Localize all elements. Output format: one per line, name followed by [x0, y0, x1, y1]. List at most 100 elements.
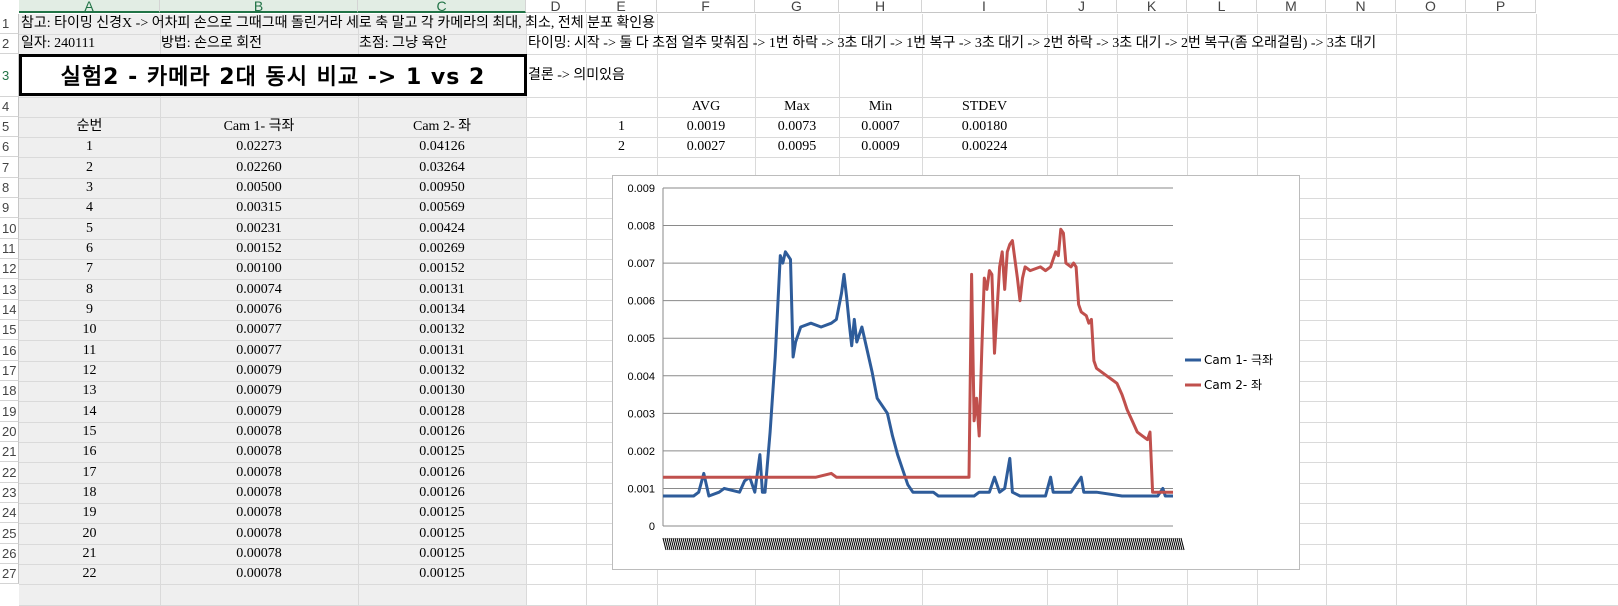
- stats-cell-r2-c1[interactable]: 0.0027: [686, 139, 726, 154]
- method-cell[interactable]: 방법: 손으로 회전: [161, 36, 263, 51]
- table-cell-r9-c1[interactable]: 0.00076: [236, 302, 282, 317]
- row-header-8[interactable]: 8: [0, 178, 19, 198]
- table-cell-r6-c2[interactable]: 0.00269: [419, 241, 465, 256]
- table-cell-r19-c1[interactable]: 0.00078: [236, 505, 282, 520]
- row-header-20[interactable]: 20: [0, 422, 19, 442]
- table-cell-r6-c1[interactable]: 0.00152: [236, 241, 282, 256]
- row-header-22[interactable]: 22: [0, 462, 19, 483]
- table-cell-r19-c2[interactable]: 0.00125: [419, 505, 465, 520]
- row-header-21[interactable]: 21: [0, 442, 19, 462]
- table-cell-r6-c0[interactable]: 6: [86, 241, 93, 256]
- row-header-19[interactable]: 19: [0, 401, 19, 422]
- stats-cell-r2-c2[interactable]: 0.0095: [777, 139, 817, 154]
- table-cell-r22-c0[interactable]: 22: [82, 566, 97, 581]
- table-cell-r21-c0[interactable]: 21: [82, 546, 97, 561]
- column-header-D[interactable]: D: [526, 0, 586, 13]
- row-header-11[interactable]: 11: [0, 239, 19, 259]
- stats-cell-r2-c4[interactable]: 0.00224: [961, 139, 1008, 154]
- table-header-2[interactable]: Cam 2- 좌: [413, 119, 471, 134]
- column-header-C[interactable]: C: [358, 0, 526, 13]
- row-header-6[interactable]: 6: [0, 137, 19, 157]
- table-cell-r15-c2[interactable]: 0.00126: [419, 424, 465, 439]
- table-cell-r17-c2[interactable]: 0.00126: [419, 465, 465, 480]
- table-cell-r8-c2[interactable]: 0.00131: [419, 282, 465, 297]
- row-header-24[interactable]: 24: [0, 503, 19, 523]
- stats-cell-r1-c2[interactable]: 0.0073: [777, 119, 817, 134]
- table-cell-r10-c1[interactable]: 0.00077: [236, 322, 282, 337]
- table-cell-r2-c0[interactable]: 2: [86, 160, 93, 175]
- column-header-P[interactable]: P: [1466, 0, 1536, 13]
- table-cell-r1-c2[interactable]: 0.04126: [419, 139, 465, 154]
- column-header-N[interactable]: N: [1326, 0, 1396, 13]
- row-header-14[interactable]: 14: [0, 300, 19, 320]
- table-cell-r19-c0[interactable]: 19: [82, 505, 97, 520]
- stats-header-min[interactable]: Min: [868, 99, 893, 114]
- row-header-27[interactable]: 27: [0, 564, 19, 584]
- column-header-J[interactable]: J: [1047, 0, 1117, 13]
- stats-cell-r1-c4[interactable]: 0.00180: [961, 119, 1008, 134]
- column-header-E[interactable]: E: [586, 0, 657, 13]
- row-header-3[interactable]: 3: [0, 54, 19, 97]
- table-cell-r12-c2[interactable]: 0.00132: [419, 363, 465, 378]
- row-header-10[interactable]: 10: [0, 218, 19, 239]
- table-cell-r8-c1[interactable]: 0.00074: [236, 282, 282, 297]
- row-header-5[interactable]: 5: [0, 117, 19, 137]
- table-cell-r14-c2[interactable]: 0.00128: [419, 404, 465, 419]
- table-cell-r3-c2[interactable]: 0.00950: [419, 180, 465, 195]
- table-cell-r20-c1[interactable]: 0.00078: [236, 526, 282, 541]
- table-cell-r20-c0[interactable]: 20: [82, 526, 97, 541]
- row-header-23[interactable]: 23: [0, 483, 19, 503]
- row-header-7[interactable]: 7: [0, 157, 19, 178]
- table-cell-r14-c0[interactable]: 14: [82, 404, 97, 419]
- column-header-F[interactable]: F: [657, 0, 755, 13]
- column-header-G[interactable]: G: [755, 0, 839, 13]
- row-header-12[interactable]: 12: [0, 259, 19, 279]
- column-header-I[interactable]: I: [922, 0, 1047, 13]
- table-cell-r3-c0[interactable]: 3: [86, 180, 93, 195]
- row-header-15[interactable]: 15: [0, 320, 19, 340]
- table-cell-r13-c0[interactable]: 13: [82, 383, 97, 398]
- table-cell-r7-c0[interactable]: 7: [86, 261, 93, 276]
- table-header-1[interactable]: Cam 1- 극좌: [223, 119, 295, 134]
- row-header-26[interactable]: 26: [0, 544, 19, 564]
- table-cell-r15-c1[interactable]: 0.00078: [236, 424, 282, 439]
- timing-cell[interactable]: 타이밍: 시작 -> 둘 다 초점 얼추 맞춰짐 -> 1번 하락 -> 3초 …: [528, 36, 1377, 51]
- column-header-M[interactable]: M: [1257, 0, 1326, 13]
- row-header-4[interactable]: 4: [0, 97, 19, 117]
- table-cell-r16-c2[interactable]: 0.00125: [419, 444, 465, 459]
- table-cell-r18-c1[interactable]: 0.00078: [236, 485, 282, 500]
- conclusion-cell[interactable]: 결론 -> 의미있음: [528, 68, 625, 83]
- table-cell-r7-c1[interactable]: 0.00100: [236, 261, 282, 276]
- table-cell-r10-c0[interactable]: 10: [82, 322, 97, 337]
- table-cell-r12-c1[interactable]: 0.00079: [236, 363, 282, 378]
- row-header-25[interactable]: 25: [0, 523, 19, 544]
- row-header-9[interactable]: 9: [0, 198, 19, 218]
- table-cell-r11-c0[interactable]: 11: [82, 343, 97, 358]
- table-cell-r18-c0[interactable]: 18: [82, 485, 97, 500]
- row-header-13[interactable]: 13: [0, 279, 19, 300]
- note-cell[interactable]: 참고: 타이밍 신경X -> 어차피 손으로 그때그때 돌린거라 세로 축 말고…: [21, 16, 656, 31]
- line-chart[interactable]: 0 0.001 0.002 0.003 0.004 0.005 0.006 0.007 0.00…: [612, 175, 1300, 570]
- table-cell-r5-c1[interactable]: 0.00231: [236, 221, 282, 236]
- table-cell-r2-c1[interactable]: 0.02260: [236, 160, 282, 175]
- table-cell-r21-c2[interactable]: 0.00125: [419, 546, 465, 561]
- column-header-O[interactable]: O: [1396, 0, 1466, 13]
- table-cell-r17-c0[interactable]: 17: [82, 465, 97, 480]
- column-header-B[interactable]: B: [160, 0, 358, 13]
- table-cell-r21-c1[interactable]: 0.00078: [236, 546, 282, 561]
- table-cell-r13-c1[interactable]: 0.00079: [236, 383, 282, 398]
- table-cell-r13-c2[interactable]: 0.00130: [419, 383, 465, 398]
- column-header-H[interactable]: H: [839, 0, 922, 13]
- table-cell-r9-c2[interactable]: 0.00134: [419, 302, 465, 317]
- table-cell-r10-c2[interactable]: 0.00132: [419, 322, 465, 337]
- table-cell-r4-c1[interactable]: 0.00315: [236, 200, 282, 215]
- table-cell-r15-c0[interactable]: 15: [82, 424, 97, 439]
- row-header-18[interactable]: 18: [0, 381, 19, 401]
- stats-header-max[interactable]: Max: [784, 99, 810, 114]
- table-cell-r12-c0[interactable]: 12: [82, 363, 97, 378]
- stats-header-stdev[interactable]: STDEV: [961, 99, 1008, 114]
- table-cell-r3-c1[interactable]: 0.00500: [236, 180, 282, 195]
- table-cell-r4-c0[interactable]: 4: [86, 200, 93, 215]
- table-cell-r11-c1[interactable]: 0.00077: [236, 343, 282, 358]
- experiment-title-cell[interactable]: 실험2 - 카메라 2대 동시 비교 -> 1 vs 2: [19, 54, 527, 96]
